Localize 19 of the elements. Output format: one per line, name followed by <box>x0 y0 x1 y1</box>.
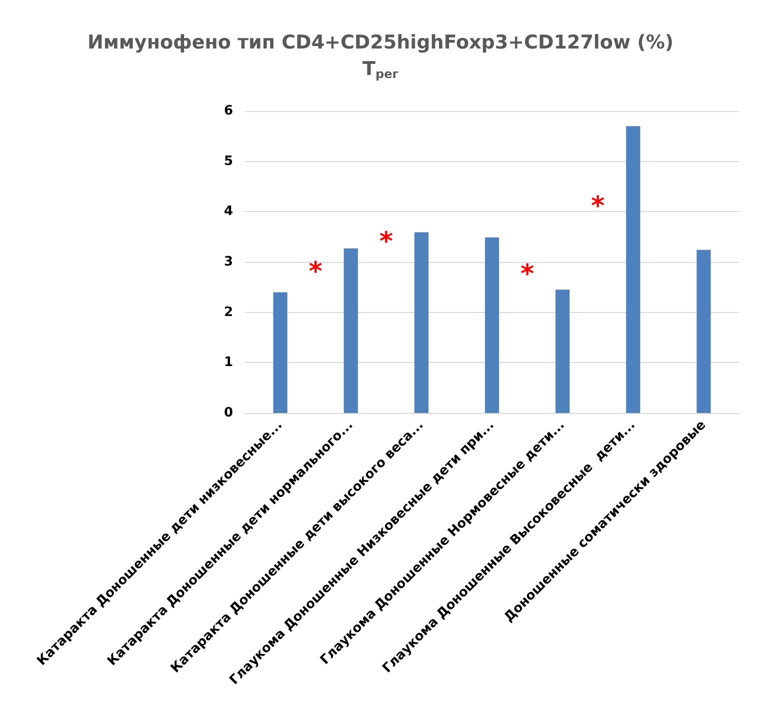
bar <box>273 292 288 413</box>
annotation: * <box>308 257 323 288</box>
y-tick-label: 3 <box>224 254 233 270</box>
annotation: * <box>379 226 394 257</box>
y-tick-label: 6 <box>224 104 233 118</box>
bar <box>484 237 500 413</box>
y-tick-label: 5 <box>224 154 233 169</box>
y-tick-label: 1 <box>224 355 233 370</box>
bar <box>414 232 428 413</box>
bar <box>344 248 358 413</box>
chart-title: Иммунофено тип CD4+CD25highFoxp3+CD127low (%) <box>87 32 674 54</box>
annotation: * <box>591 192 606 222</box>
annotation: * <box>520 260 534 290</box>
y-tick-label: 4 <box>224 204 233 220</box>
y-tick-label: 0 <box>224 406 233 420</box>
bar <box>696 250 711 413</box>
bar <box>556 290 570 413</box>
y-tick-label: 2 <box>224 304 233 320</box>
bar <box>626 126 640 413</box>
